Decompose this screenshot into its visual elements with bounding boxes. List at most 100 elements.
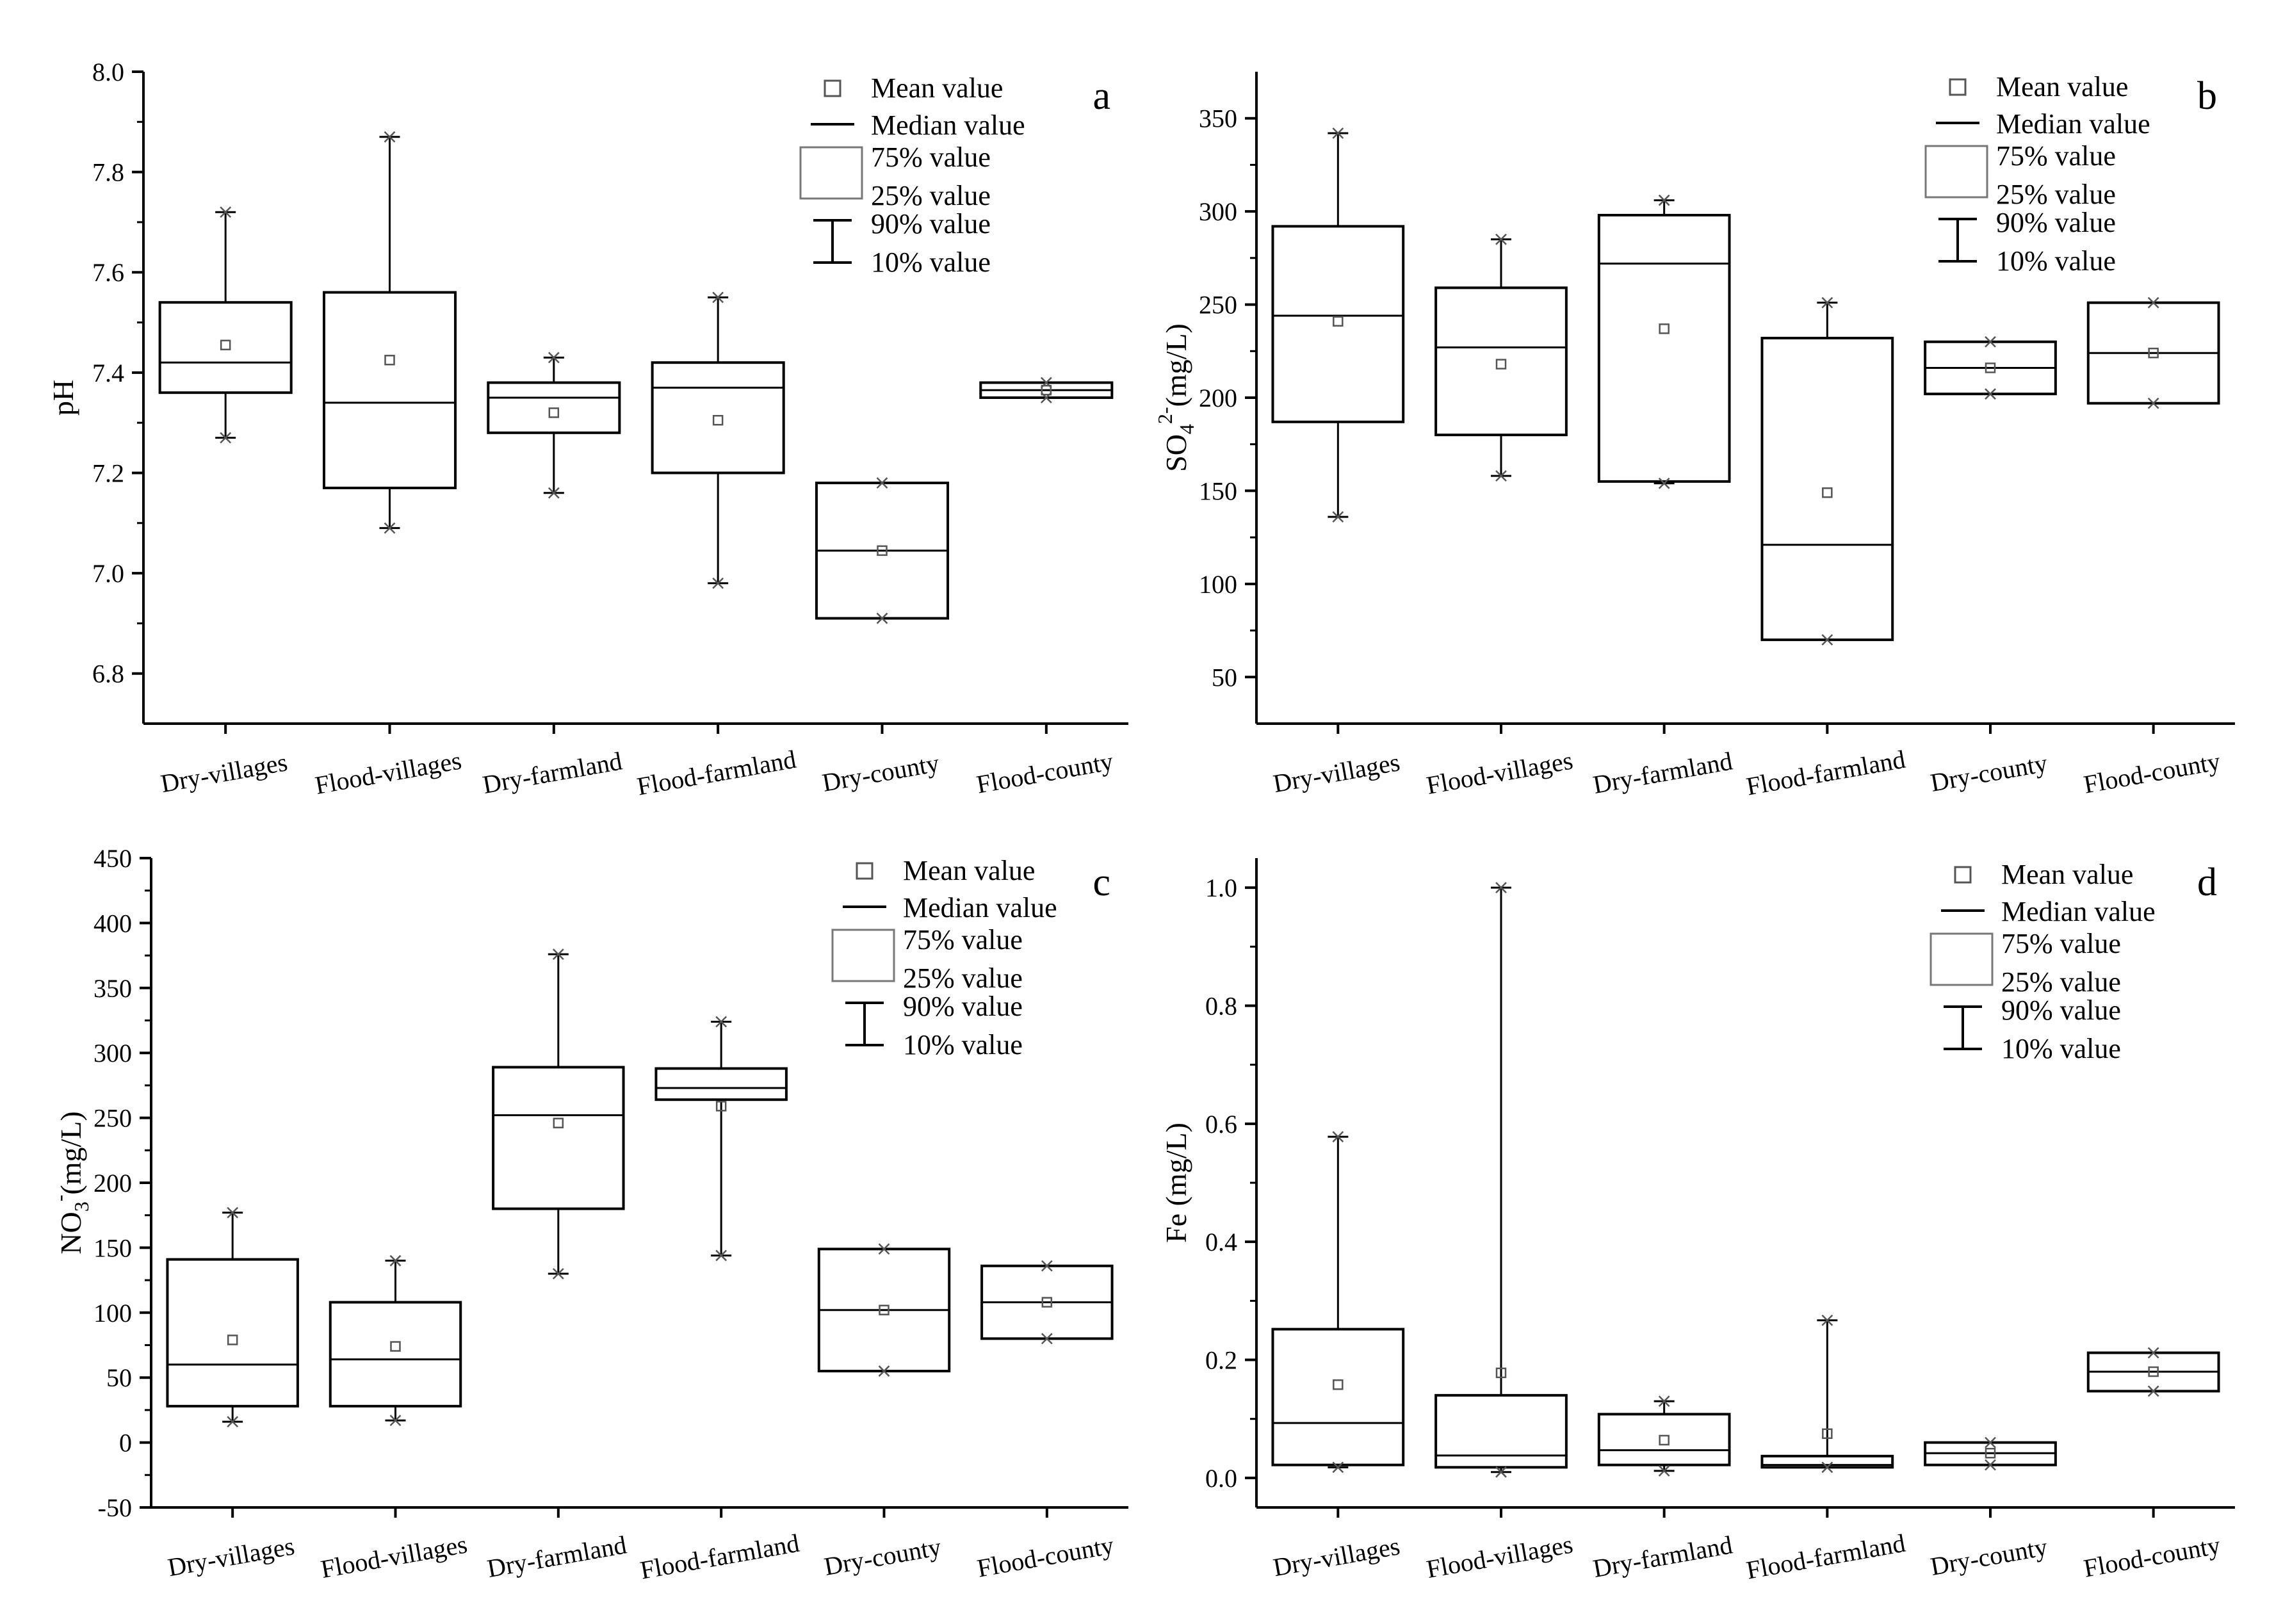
x-tick-label: Flood-county: [974, 747, 1115, 799]
y-tick-label: 8.0: [92, 58, 124, 86]
box-flood-villages: [329, 1255, 462, 1427]
panel-label: a: [1093, 74, 1110, 118]
legend-p10-label: 10% value: [2001, 1033, 2121, 1064]
marker-p90: [548, 352, 560, 364]
mean-marker: [553, 1117, 564, 1128]
y-tick-label: 250: [1199, 291, 1237, 320]
y-tick-label: 7.0: [92, 559, 124, 588]
x-tick-label: Dry-county: [1928, 1532, 2049, 1581]
box-flood-farmland: [1760, 296, 1894, 646]
marker-p10: [1985, 388, 1996, 400]
mean-marker: [1659, 1434, 1670, 1446]
marker-p90: [1821, 296, 1833, 309]
legend-mean-symbol: [856, 862, 873, 880]
marker-p10: [2147, 397, 2159, 409]
legend-box-symbol: [1924, 145, 1988, 199]
box-dry-villages: [166, 1206, 299, 1428]
marker-p10: [1041, 1333, 1053, 1345]
box-iqr: [654, 1067, 788, 1101]
marker-p10: [876, 612, 888, 624]
x-tick-label: Dry-county: [1928, 749, 2049, 797]
marker-p90: [220, 206, 232, 218]
x-tick-label: Flood-villages: [1424, 1529, 1575, 1583]
marker-p10: [878, 1365, 890, 1377]
box-flood-county: [979, 377, 1114, 403]
marker-p90: [876, 477, 888, 489]
y-tick-label: 7.4: [92, 359, 124, 387]
panel-label: d: [2197, 861, 2217, 904]
legend-box-symbol: [831, 929, 895, 982]
y-axis-label: Fe (mg/L): [1160, 1123, 1192, 1243]
x-tick-label: Dry-farmland: [480, 746, 624, 799]
marker-p10: [220, 432, 232, 444]
legend-box-symbol: [1930, 932, 1994, 986]
x-tick-label: Dry-villages: [158, 747, 289, 798]
legend-median-label: Median value: [871, 110, 1025, 141]
marker-p90: [1658, 194, 1670, 206]
box-dry-county: [815, 477, 950, 624]
y-tick-label: -50: [98, 1493, 132, 1522]
marker-p90: [384, 131, 396, 143]
x-tick-label: Dry-villages: [1271, 1531, 1402, 1582]
legend-p75-label: 75% value: [903, 924, 1023, 955]
panel-label: c: [1093, 861, 1110, 904]
y-tick-label: 0: [119, 1429, 132, 1458]
legend-p75-label: 75% value: [871, 142, 991, 173]
y-tick-label: 0.2: [1205, 1346, 1237, 1375]
x-tick-label: Flood-county: [2081, 747, 2222, 799]
marker-p10: [1495, 470, 1507, 482]
y-tick-label: 200: [93, 1169, 132, 1198]
marker-p90: [878, 1243, 890, 1255]
marker-p10: [227, 1416, 239, 1428]
y-tick-label: 7.2: [92, 459, 124, 487]
legend-p90-label: 90% value: [2001, 995, 2121, 1026]
panel-label: b: [2197, 74, 2217, 118]
x-tick-label: Dry-farmland: [1591, 746, 1734, 799]
y-tick-label: 0.8: [1205, 991, 1237, 1020]
y-tick-label: 0.4: [1205, 1228, 1237, 1256]
mean-marker: [384, 355, 395, 366]
y-axis-label: SO42-(mg/L): [1153, 323, 1198, 472]
mean-marker: [1822, 487, 1833, 498]
y-tick-label: 6.8: [92, 660, 124, 688]
box-iqr: [1597, 1413, 1731, 1466]
marker-p10: [2147, 1385, 2159, 1397]
mean-marker: [1041, 385, 1052, 396]
x-tick-label: Flood-villages: [1424, 745, 1575, 799]
marker-p10: [712, 577, 724, 589]
box-flood-county: [2086, 1347, 2220, 1397]
x-tick-label: Dry-county: [822, 1532, 943, 1581]
x-tick-label: Dry-county: [820, 749, 941, 797]
legend-p10-label: 10% value: [903, 1029, 1023, 1060]
x-tick-label: Dry-villages: [1271, 747, 1402, 798]
marker-p90: [712, 291, 724, 304]
box-dry-villages: [1271, 127, 1405, 523]
marker-p90: [1041, 1260, 1053, 1272]
y-tick-label: 300: [93, 1039, 132, 1068]
mean-marker: [1333, 316, 1344, 327]
marker-p10: [715, 1249, 727, 1262]
marker-p90: [2147, 1347, 2159, 1359]
mean-marker: [712, 414, 724, 426]
box-iqr: [1597, 213, 1731, 483]
mean-marker: [548, 407, 560, 418]
y-axis-label: NO3-(mg/L): [48, 1111, 93, 1254]
mean-marker: [227, 1335, 238, 1345]
box-iqr: [1271, 1328, 1405, 1466]
legend-p25-label: 25% value: [2001, 966, 2121, 998]
x-tick-label: Flood-villages: [313, 745, 463, 799]
x-tick-label: Dry-villages: [165, 1531, 297, 1582]
box-flood-villages: [1434, 882, 1568, 1478]
y-tick-label: 450: [93, 844, 132, 873]
box-dry-county: [1924, 1436, 2057, 1471]
legend-median-label: Median value: [2001, 896, 2156, 927]
y-tick-label: 300: [1199, 197, 1237, 226]
marker-p10: [552, 1268, 564, 1279]
mean-marker: [1333, 1379, 1344, 1390]
mean-marker: [879, 1304, 890, 1315]
marker-p10: [548, 487, 560, 499]
box-dry-farmland: [1597, 1395, 1731, 1477]
legend-mean-symbol: [1954, 866, 1972, 884]
